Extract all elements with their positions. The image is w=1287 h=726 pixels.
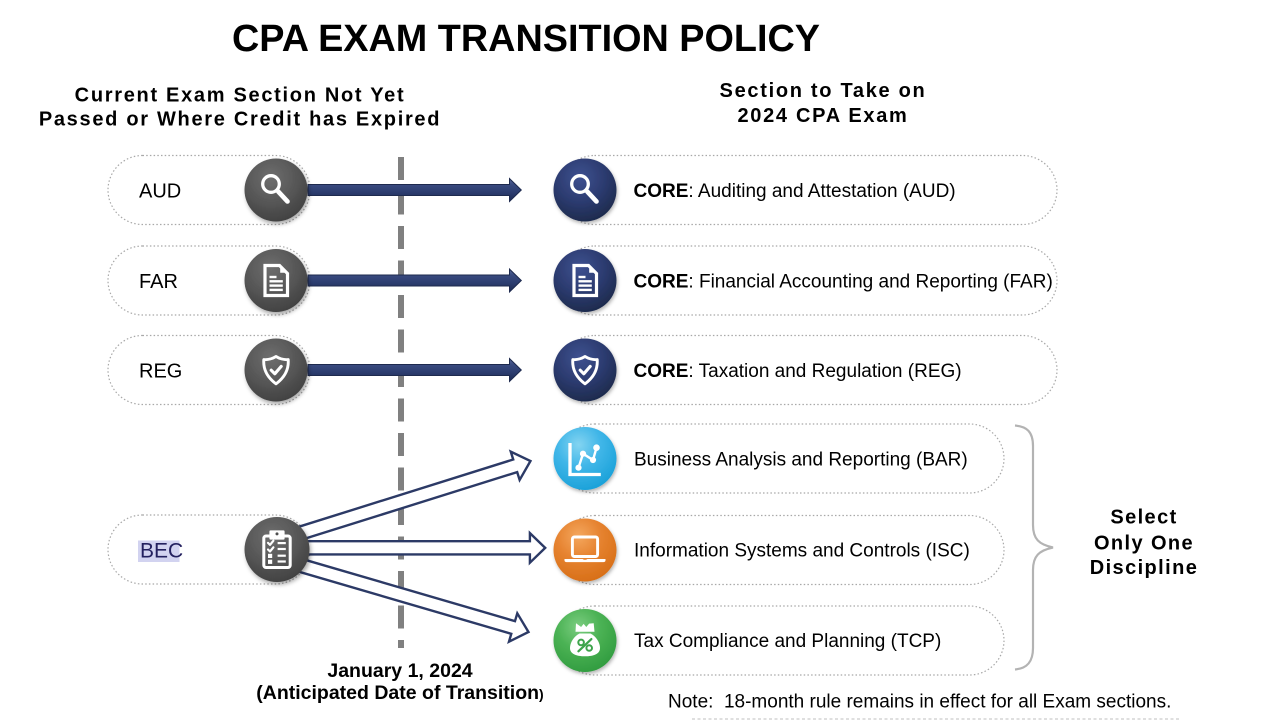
svg-text:CORE: Financial Accounting and: CORE: Financial Accounting and Reporting…: [634, 272, 1053, 293]
svg-text:REG: REG: [139, 361, 182, 383]
svg-text:Current Exam Section Not Yet: Current Exam Section Not Yet: [75, 85, 406, 107]
svg-text:CORE: Taxation and Regulation: CORE: Taxation and Regulation (REG): [634, 361, 962, 382]
svg-text:Select: Select: [1110, 507, 1177, 529]
svg-text:Only One: Only One: [1094, 533, 1194, 555]
svg-text:AUD: AUD: [139, 181, 181, 203]
svg-text:CPA EXAM TRANSITION POLICY: CPA EXAM TRANSITION POLICY: [232, 18, 820, 60]
svg-text:2024 CPA Exam: 2024 CPA Exam: [737, 105, 908, 127]
svg-text:Note: 18-month rule remains i: Note: 18-month rule remains in effect fo…: [668, 692, 1171, 713]
svg-text:FAR: FAR: [139, 271, 178, 293]
svg-text:CORE: Auditing and Attestation: CORE: Auditing and Attestation (AUD): [634, 181, 956, 202]
svg-text:Information Systems and Contro: Information Systems and Controls (ISC): [634, 541, 970, 562]
svg-text:Section to Take on: Section to Take on: [720, 80, 927, 102]
svg-text:Discipline: Discipline: [1090, 557, 1198, 579]
svg-text:Passed or Where Credit has Exp: Passed or Where Credit has Expired: [39, 109, 441, 131]
svg-text:(Anticipated Date of Transitio: (Anticipated Date of Transition): [256, 682, 543, 704]
svg-text:BEC: BEC: [140, 539, 183, 562]
svg-text:Tax Compliance and Planning (T: Tax Compliance and Planning (TCP): [634, 631, 941, 652]
svg-text:January 1, 2024: January 1, 2024: [327, 660, 472, 682]
svg-text:Business Analysis and Reportin: Business Analysis and Reporting (BAR): [634, 450, 968, 471]
